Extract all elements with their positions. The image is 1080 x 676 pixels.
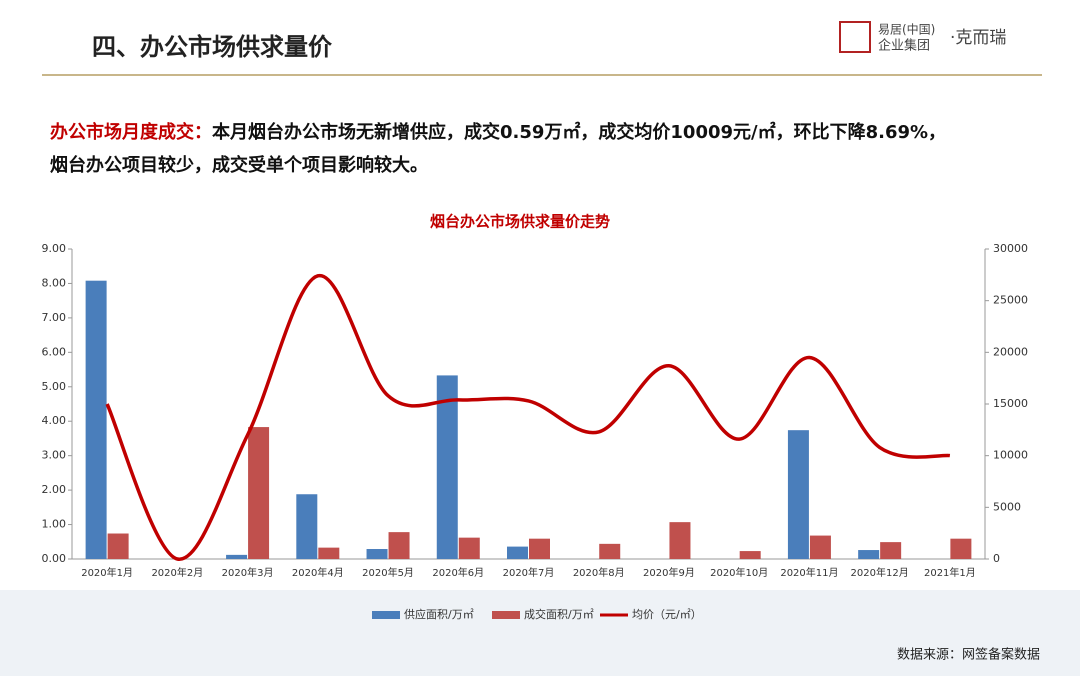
legend-label: 均价（元/㎡）	[632, 608, 702, 621]
y-tick-label: 4.00	[42, 414, 67, 427]
legend-swatch	[372, 611, 400, 619]
y2-tick-label: 10000	[993, 449, 1028, 462]
y2-tick-label: 25000	[993, 294, 1028, 307]
legend-label: 成交面积/万㎡	[524, 607, 594, 621]
bar	[880, 542, 902, 559]
y-tick-label: 9.00	[42, 242, 67, 255]
logo-text: 企业集团	[878, 38, 930, 54]
price-line	[105, 274, 951, 561]
summary-line: 烟台办公项目较少，成交受单个项目影响较大。	[50, 154, 428, 176]
bar	[296, 494, 318, 559]
summary: 办公市场月度成交：本月烟台办公市场无新增供应，成交0.59万㎡，成交均价1000…	[50, 121, 946, 143]
bar	[85, 280, 107, 559]
bar	[458, 537, 480, 559]
y2-tick-label: 5000	[993, 500, 1021, 513]
y2-tick-label: 0	[993, 552, 1000, 565]
bar	[318, 547, 340, 559]
bar	[950, 538, 972, 559]
y-tick-label: 0.00	[42, 552, 67, 565]
y-tick-label: 6.00	[42, 345, 67, 358]
bar	[436, 375, 458, 559]
bar	[787, 430, 809, 559]
source: 数据来源：网签备案数据	[897, 647, 1040, 663]
bar	[599, 543, 621, 559]
bar	[739, 551, 761, 559]
y-tick-label: 7.00	[42, 311, 67, 324]
bar	[858, 550, 880, 559]
summary-line: 本月烟台办公市场无新增供应，成交0.59万㎡，成交均价10009元/㎡，环比下降…	[212, 121, 946, 143]
y-tick-label: 1.00	[42, 518, 67, 531]
x-tick-label: 2020年5月	[362, 566, 414, 579]
legend-swatch	[492, 611, 520, 619]
city-backdrop	[0, 590, 1080, 676]
bar	[107, 533, 129, 559]
y-tick-label: 2.00	[42, 483, 67, 496]
x-tick-label: 2020年1月	[81, 566, 133, 579]
bar	[507, 546, 528, 559]
bar	[226, 554, 248, 559]
y2-tick-label: 30000	[993, 242, 1028, 255]
logo-text: ·克而瑞	[950, 28, 1006, 48]
x-tick-label: 2020年2月	[151, 566, 203, 579]
y2-tick-label: 15000	[993, 397, 1028, 410]
summary-label: 办公市场月度成交：	[50, 121, 212, 143]
bar	[248, 427, 270, 559]
y2-tick-label: 20000	[993, 345, 1028, 358]
bar	[809, 535, 831, 559]
y-tick-label: 3.00	[42, 449, 67, 462]
x-tick-label: 2020年6月	[432, 566, 484, 579]
x-tick-label: 2020年9月	[643, 566, 695, 579]
bar	[529, 538, 550, 559]
bar	[388, 532, 410, 559]
legend-label: 供应面积/万㎡	[404, 607, 474, 621]
logo-text: 易居(中国)	[878, 22, 935, 37]
y-tick-label: 5.00	[42, 380, 67, 393]
x-tick-label: 2020年3月	[222, 566, 274, 579]
x-tick-label: 2021年1月	[924, 566, 976, 579]
x-tick-label: 2020年11月	[780, 566, 838, 579]
x-tick-label: 2020年10月	[710, 566, 768, 579]
bar	[366, 549, 388, 559]
x-tick-label: 2020年8月	[573, 566, 625, 579]
logo-mark	[839, 21, 871, 53]
page-title: 四、办公市场供求量价	[92, 33, 333, 61]
x-tick-label: 2020年12月	[851, 566, 909, 579]
x-tick-label: 2020年4月	[292, 566, 344, 579]
y-tick-label: 8.00	[42, 276, 67, 289]
bar	[669, 522, 691, 559]
chart-title: 烟台办公市场供求量价走势	[430, 213, 610, 231]
x-tick-label: 2020年7月	[503, 566, 555, 579]
